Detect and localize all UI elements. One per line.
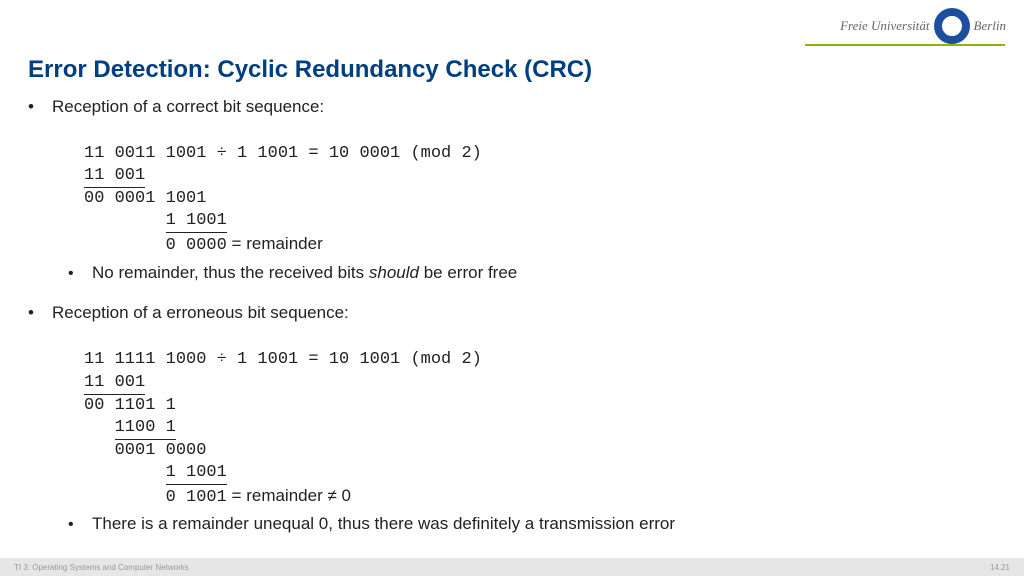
remainder-label: = remainder (227, 234, 323, 253)
calc-line: 0001 0000 (84, 441, 206, 460)
bullet-dot-icon (28, 96, 52, 119)
bullet-text: No remainder, thus the received bits sho… (92, 262, 517, 285)
bullet-text: Reception of a erroneous bit sequence: (52, 302, 349, 325)
calc-line-final: 0 1001 = remainder ≠ 0 (84, 488, 351, 507)
calc-line: 00 1101 1 (84, 396, 176, 415)
slide-root: Freie Universität Berlin Error Detection… (0, 0, 1024, 576)
calc-line-underlined: 1 1001 (166, 462, 227, 485)
header-accent-line (805, 44, 1005, 46)
bullet-text: There is a remainder unequal 0, thus the… (92, 513, 675, 536)
footer-right: 14.21 (990, 563, 1010, 572)
university-logo: Freie Universität Berlin (840, 8, 1006, 44)
slide-title: Error Detection: Cyclic Redundancy Check… (28, 56, 592, 84)
calc-line-underlined: 11 001 (84, 165, 145, 188)
calc-line-underlined: 1100 1 (115, 417, 176, 440)
calc-line: 11 0011 1001 ÷ 1 1001 = 10 0001 (mod 2) (84, 144, 482, 163)
calc-line-underlined: 1 1001 (166, 210, 227, 233)
bullet-dot-icon (68, 262, 92, 285)
calc-line: 11 1111 1000 ÷ 1 1001 = 10 1001 (mod 2) (84, 350, 482, 369)
logo-text-left: Freie Universität (840, 18, 929, 34)
slide-footer: TI 3: Operating Systems and Computer Net… (0, 558, 1024, 576)
bullet-dot-icon (28, 302, 52, 325)
bullet-text: Reception of a correct bit sequence: (52, 96, 324, 119)
calc-line-wrap: 1 1001 (84, 463, 227, 482)
calc-line-wrap: 1100 1 (84, 418, 176, 437)
bullet-dot-icon (68, 513, 92, 536)
bullet-no-remainder: No remainder, thus the received bits sho… (68, 262, 996, 285)
bullet-has-remainder: There is a remainder unequal 0, thus the… (68, 513, 996, 536)
calc-line-underlined: 11 001 (84, 372, 145, 395)
slide-content: Reception of a correct bit sequence: 11 … (28, 96, 996, 536)
bullet-correct-sequence: Reception of a correct bit sequence: (28, 96, 996, 119)
remainder-label: = remainder ≠ 0 (227, 486, 351, 505)
calc-line-wrap: 1 1001 (84, 211, 227, 230)
bullet-erroneous-sequence: Reception of a erroneous bit sequence: (28, 302, 996, 325)
calc-line: 00 0001 1001 (84, 189, 206, 208)
calc-block-erroneous: 11 1111 1000 ÷ 1 1001 = 10 1001 (mod 2) … (84, 327, 996, 509)
calc-block-correct: 11 0011 1001 ÷ 1 1001 = 10 0001 (mod 2) … (84, 121, 996, 258)
calc-line-final: 0 0000 = remainder (84, 236, 323, 255)
spacer (28, 284, 996, 302)
university-seal-icon (934, 8, 970, 44)
footer-left: TI 3: Operating Systems and Computer Net… (14, 563, 189, 572)
logo-text-right: Berlin (974, 18, 1007, 34)
